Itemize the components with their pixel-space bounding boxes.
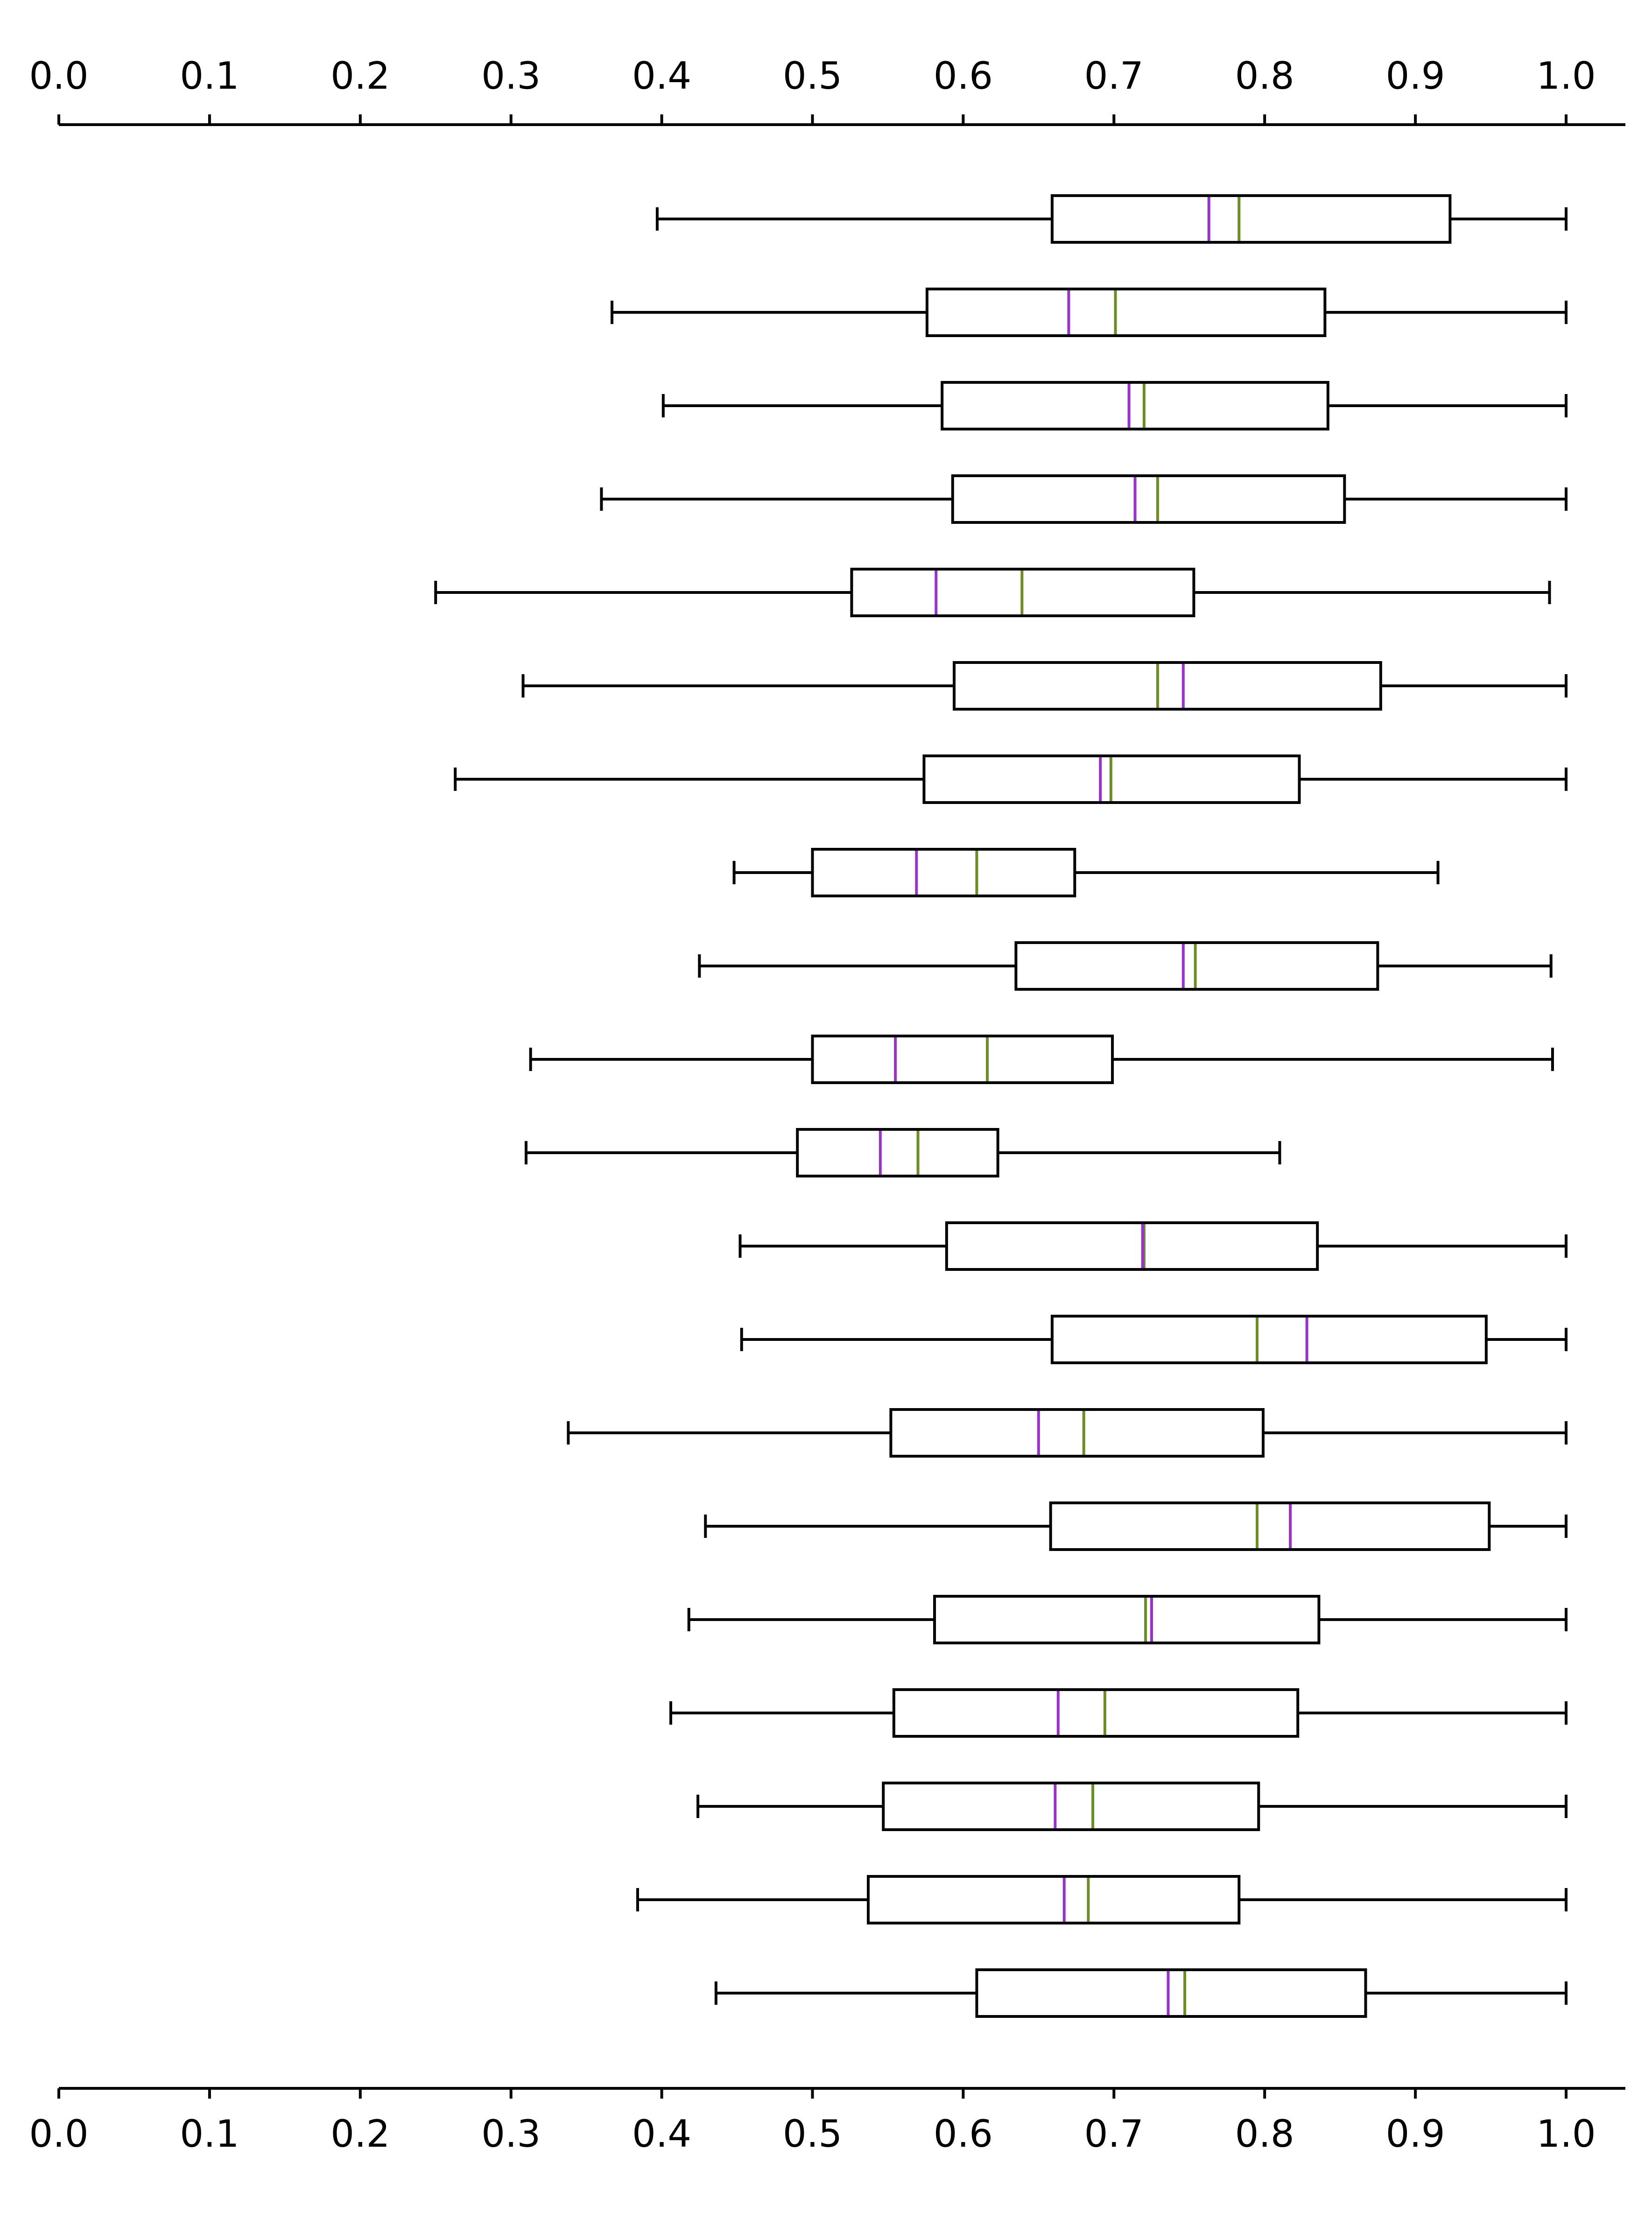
tick-label: 0.0 <box>29 54 88 98</box>
iqr-box <box>882 1782 1260 1831</box>
tick-label: 1.0 <box>1536 54 1596 98</box>
top-x-axis: 0.0 0.1 0.2 0.3 0.4 0.5 0.6 0.7 0.8 0.9 1.0 <box>29 54 1625 126</box>
iqr-box <box>1014 941 1379 991</box>
tick-label: 1.0 <box>1536 2112 1596 2156</box>
box-2 <box>611 288 1568 337</box>
box-10 <box>529 1035 1554 1084</box>
box-8 <box>732 848 1440 897</box>
tick-label: 0.8 <box>1235 2112 1294 2156</box>
tick-label: 0.8 <box>1235 54 1294 98</box>
tick-label: 0.4 <box>632 2112 691 2156</box>
box-13 <box>740 1315 1568 1364</box>
iqr-box <box>1050 194 1452 244</box>
iqr-box <box>925 288 1327 337</box>
bottom-x-axis: 0.0 0.1 0.2 0.3 0.4 0.5 0.6 0.7 0.8 0.9 1.0 <box>29 2087 1625 2156</box>
tick-label: 0.1 <box>180 54 239 98</box>
iqr-box <box>1049 1501 1491 1551</box>
iqr-box <box>1050 1315 1488 1364</box>
tick-label: 0.7 <box>1084 2112 1144 2156</box>
box-15 <box>704 1501 1568 1551</box>
iqr-box <box>945 1221 1319 1271</box>
iqr-box <box>975 1968 1367 2018</box>
box-5 <box>434 568 1551 617</box>
tick-label: 0.6 <box>934 2112 993 2156</box>
box-18 <box>696 1782 1568 1831</box>
box-9 <box>698 941 1553 991</box>
tick-label: 0.9 <box>1385 54 1445 98</box>
iqr-box <box>796 1128 999 1177</box>
tick-label: 0.2 <box>330 54 390 98</box>
box-1 <box>655 194 1568 244</box>
iqr-box <box>941 381 1329 430</box>
tick-label: 0.5 <box>783 2112 842 2156</box>
tick-label: 0.5 <box>783 54 842 98</box>
tick-label: 0.2 <box>330 2112 390 2156</box>
tick-label: 0.6 <box>934 54 993 98</box>
box-3 <box>661 381 1568 430</box>
box-17 <box>669 1688 1568 1738</box>
tick-label: 0.1 <box>180 2112 239 2156</box>
box-11 <box>524 1128 1281 1177</box>
tick-label: 0.3 <box>481 54 541 98</box>
tick-label: 0.0 <box>29 2112 88 2156</box>
iqr-box <box>933 1595 1321 1644</box>
tick-label: 0.3 <box>481 2112 541 2156</box>
box-4 <box>600 474 1568 524</box>
tick-label: 0.4 <box>632 54 691 98</box>
box-14 <box>567 1408 1568 1458</box>
box-series <box>434 194 1568 2018</box>
iqr-box <box>889 1408 1265 1458</box>
box-7 <box>454 754 1568 804</box>
box-20 <box>714 1968 1568 2018</box>
tick-label: 0.7 <box>1084 54 1144 98</box>
box-16 <box>687 1595 1568 1644</box>
iqr-box <box>953 661 1382 711</box>
iqr-box <box>811 848 1076 897</box>
iqr-box <box>951 474 1346 524</box>
iqr-box <box>892 1688 1300 1738</box>
box-12 <box>738 1221 1568 1271</box>
box-6 <box>521 661 1568 711</box>
tick-label: 0.9 <box>1385 2112 1445 2156</box>
iqr-box <box>866 1875 1241 1924</box>
iqr-box <box>811 1035 1114 1084</box>
box-19 <box>636 1875 1568 1924</box>
